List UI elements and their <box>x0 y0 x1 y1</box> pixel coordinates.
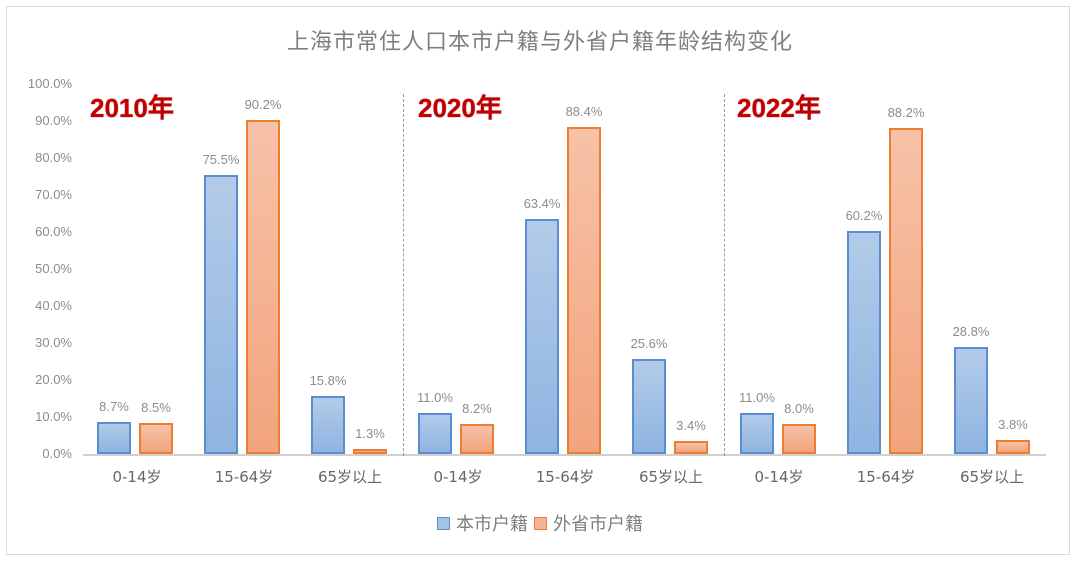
data-label: 63.4% <box>523 196 561 212</box>
year-label-2010: 2010年 <box>90 93 174 123</box>
bar-nonlocal <box>246 120 280 454</box>
bar-local <box>311 395 345 454</box>
legend-item-nonlocal[interactable]: 外省市户籍 <box>534 510 643 536</box>
bar-local <box>847 231 881 454</box>
x-label: 15-64岁 <box>856 468 916 486</box>
data-label: 75.5% <box>202 151 240 167</box>
y-tick: 20.0% <box>35 372 72 387</box>
bar-local <box>97 421 131 454</box>
data-label: 3.8% <box>998 416 1028 432</box>
data-label: 1.3% <box>355 426 385 442</box>
y-tick: 10.0% <box>35 409 72 424</box>
x-label: 15-64岁 <box>535 468 595 486</box>
data-label: 25.6% <box>630 336 668 352</box>
x-label: 65岁以上 <box>317 468 383 486</box>
y-tick: 50.0% <box>35 261 72 276</box>
bar-local <box>525 219 559 454</box>
bar-local <box>954 347 988 454</box>
bar-nonlocal <box>674 441 708 454</box>
x-label: 65岁以上 <box>959 468 1025 486</box>
bar-nonlocal <box>567 126 601 454</box>
x-label: 0-14岁 <box>112 468 162 486</box>
y-tick: 90.0% <box>35 113 72 128</box>
legend: 本市户籍 外省市户籍 <box>0 510 1080 536</box>
data-label: 88.4% <box>565 103 603 119</box>
data-label: 8.5% <box>141 399 171 415</box>
data-label: 11.0% <box>739 390 775 406</box>
y-tick: 60.0% <box>35 224 72 239</box>
x-label: 15-64岁 <box>214 468 274 486</box>
bar-nonlocal <box>996 439 1030 454</box>
data-label: 3.4% <box>676 418 706 434</box>
bar-local <box>740 413 774 454</box>
bar-nonlocal <box>353 449 387 454</box>
data-label: 88.2% <box>887 104 925 120</box>
data-label: 8.2% <box>462 400 492 416</box>
bar-local <box>204 174 238 454</box>
data-label: 90.2% <box>244 97 282 113</box>
bar-local <box>632 359 666 454</box>
y-tick: 40.0% <box>35 298 72 313</box>
data-label: 28.8% <box>952 324 990 340</box>
year-label-2022: 2022年 <box>737 93 821 123</box>
data-label: 11.0% <box>417 390 453 406</box>
bar-nonlocal <box>139 422 173 454</box>
legend-label: 本市户籍 <box>456 514 528 535</box>
y-tick: 70.0% <box>35 187 72 202</box>
data-label: 60.2% <box>845 208 883 224</box>
y-tick: 100.0% <box>27 76 72 91</box>
year-label-2020: 2020年 <box>418 93 502 123</box>
panel-divider <box>403 94 404 456</box>
data-label: 15.8% <box>309 372 347 388</box>
y-tick: 80.0% <box>35 150 72 165</box>
bar-nonlocal <box>782 424 816 454</box>
legend-item-local[interactable]: 本市户籍 <box>437 510 528 536</box>
legend-swatch-blue-icon <box>437 516 450 530</box>
y-tick: 0.0% <box>42 446 72 461</box>
bar-nonlocal <box>460 423 494 454</box>
data-label: 8.7% <box>99 398 129 414</box>
chart-title: 上海市常住人口本市户籍与外省户籍年龄结构变化 <box>286 30 793 55</box>
legend-swatch-orange-icon <box>534 516 547 530</box>
data-label: 8.0% <box>784 401 814 417</box>
x-label: 65岁以上 <box>638 468 704 486</box>
y-tick: 30.0% <box>35 335 72 350</box>
panel-divider <box>724 94 725 456</box>
legend-label: 外省市户籍 <box>553 514 643 535</box>
bar-local <box>418 413 452 454</box>
x-label: 0-14岁 <box>433 468 483 486</box>
x-axis-baseline <box>83 454 1046 456</box>
bar-nonlocal <box>889 127 923 454</box>
x-label: 0-14岁 <box>754 468 804 486</box>
